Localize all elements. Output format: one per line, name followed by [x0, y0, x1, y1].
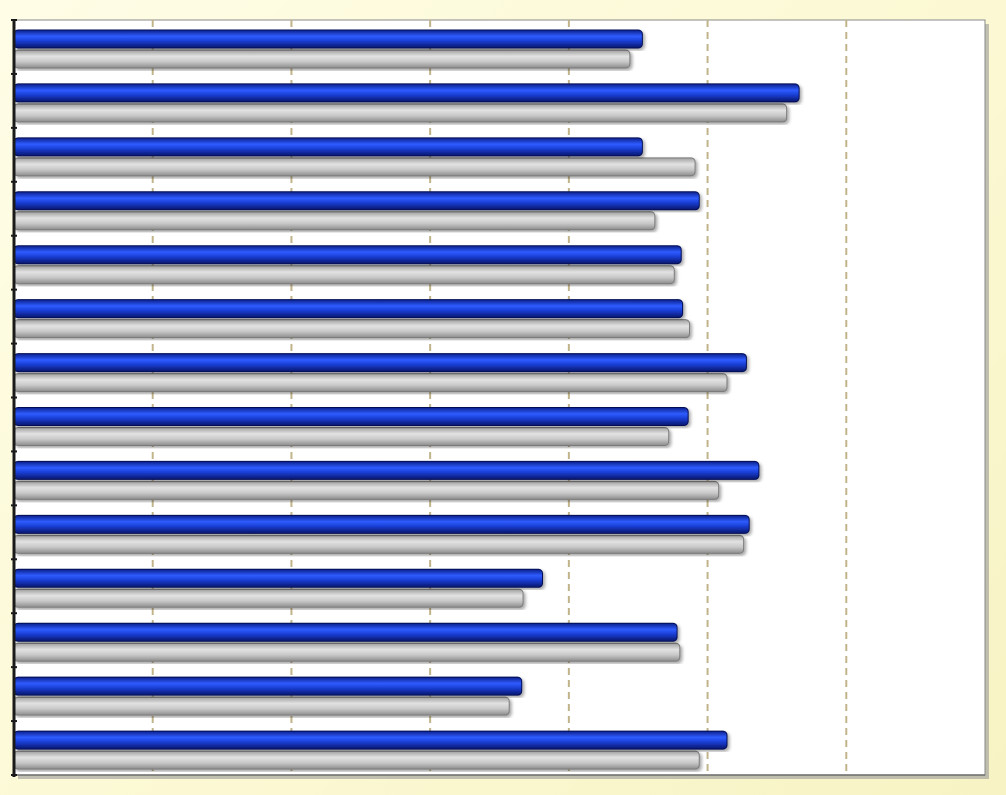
bar-series-2-13 — [13, 696, 510, 716]
bar-series-2-9 — [13, 480, 720, 500]
bar-series-2-3 — [13, 157, 696, 177]
bar-series-1-3 — [13, 137, 643, 157]
bar-series-1-14 — [13, 730, 728, 750]
bar-series-2-8 — [13, 427, 670, 446]
bar-series-1-1 — [13, 29, 643, 49]
bar-series-1-12 — [13, 622, 678, 642]
bar-series-1-10 — [13, 514, 750, 534]
bar-series-2-10 — [13, 534, 745, 554]
bar-series-1-4 — [13, 191, 700, 211]
bar-series-2-14 — [13, 750, 700, 770]
bar-series-2-11 — [13, 588, 524, 608]
plot-area — [13, 19, 986, 776]
bar-series-2-4 — [13, 211, 656, 231]
bar-series-1-13 — [13, 676, 523, 696]
y-axis — [11, 19, 985, 777]
bar-series-2-6 — [13, 319, 691, 339]
bar-series-2-7 — [13, 373, 728, 393]
bar-series-1-9 — [13, 460, 760, 480]
bar-series-1-11 — [13, 568, 544, 588]
bar-series-2-2 — [13, 103, 788, 123]
bar-series-2-5 — [13, 265, 675, 285]
bar-series-2-1 — [13, 49, 631, 69]
bar-series-1-5 — [13, 245, 682, 265]
bar-series-1-8 — [13, 407, 689, 426]
bar-series-1-2 — [13, 83, 800, 103]
bar-series-1-6 — [13, 299, 684, 319]
bar-series-1-7 — [13, 353, 747, 373]
plot-background — [13, 19, 986, 776]
bar-series-2-12 — [13, 642, 681, 662]
